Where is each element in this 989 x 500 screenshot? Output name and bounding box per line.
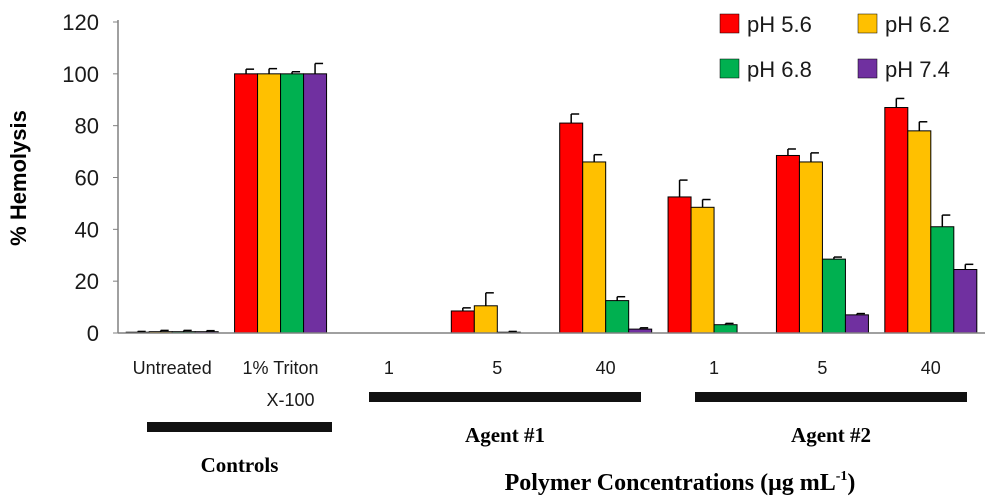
legend-label: pH 6.2 <box>885 12 950 37</box>
y-tick-label: 120 <box>62 10 99 35</box>
bar <box>473 305 498 334</box>
bar <box>303 73 328 334</box>
bar <box>844 314 869 334</box>
bar <box>930 226 955 334</box>
category-label: 5 <box>492 358 502 378</box>
bar <box>907 130 932 334</box>
group-label: Agent #2 <box>791 423 871 447</box>
category-label: 40 <box>596 358 616 378</box>
group-bracket <box>369 392 641 402</box>
y-tick-label: 60 <box>75 166 99 191</box>
bar <box>798 161 823 334</box>
x-axis-title: Polymer Concentrations (μg mL-1) <box>505 469 856 496</box>
y-axis-title: % Hemolysis <box>6 110 31 246</box>
bar <box>234 73 259 334</box>
bar <box>713 324 738 334</box>
bar <box>280 73 305 334</box>
y-axis-ticks: 0 20 40 60 80 100 120 <box>62 10 99 346</box>
bar <box>582 161 607 334</box>
legend-label: pH 7.4 <box>885 57 950 82</box>
y-tick-label: 40 <box>75 217 99 242</box>
y-tick-label: 20 <box>75 269 99 294</box>
category-label: 1 <box>709 358 719 378</box>
legend-label: pH 5.6 <box>747 12 812 37</box>
group-bracket <box>695 392 967 402</box>
category-label: 40 <box>921 358 941 378</box>
category-label: 5 <box>817 358 827 378</box>
category-label: 1 <box>384 358 394 378</box>
bar <box>559 122 584 334</box>
legend: pH 5.6 pH 6.2 pH 6.8 pH 7.4 <box>719 12 950 82</box>
bars <box>125 62 978 334</box>
bar <box>775 154 800 334</box>
category-sublabel: X-100 <box>267 390 315 410</box>
bar <box>450 310 475 334</box>
group-lines: Controls Agent #1 Agent #2 <box>147 392 967 477</box>
bar <box>884 107 909 334</box>
bar <box>953 269 978 334</box>
bar <box>667 196 692 334</box>
group-bracket <box>147 422 332 432</box>
group-label: Controls <box>201 453 279 477</box>
legend-label: pH 6.8 <box>747 57 812 82</box>
category-label: 1% Triton <box>243 358 319 378</box>
axes <box>113 20 985 334</box>
y-tick-label: 80 <box>75 114 99 139</box>
legend-swatch <box>857 13 878 34</box>
legend-swatch <box>857 58 878 79</box>
bar <box>605 300 630 334</box>
bar <box>257 73 282 334</box>
y-tick-label: 0 <box>87 321 99 346</box>
legend-swatch <box>719 58 740 79</box>
group-label: Agent #1 <box>465 423 545 447</box>
category-label: Untreated <box>133 358 212 378</box>
category-labels: Untreated 1% Triton X-100 1 5 40 1 5 40 <box>133 358 941 410</box>
bar <box>821 258 846 334</box>
y-tick-label: 100 <box>62 62 99 87</box>
bar <box>690 206 715 334</box>
legend-swatch <box>719 13 740 34</box>
